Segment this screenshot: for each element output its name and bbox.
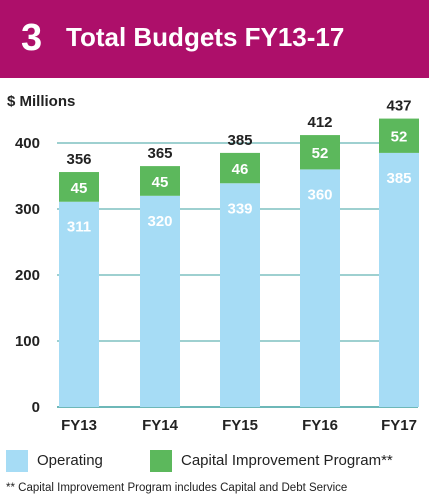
legend-swatch-operating xyxy=(6,450,28,472)
legend-operating: Operating xyxy=(6,450,103,472)
data-label-capital: 52 xyxy=(391,129,408,146)
data-label-capital: 45 xyxy=(71,180,88,197)
legend-capital: Capital Improvement Program** xyxy=(150,450,393,472)
stacked-bar-chart: 0 100 200 300 400 311 45 356 FY13 320 45 365 FY14 339… xyxy=(15,98,419,434)
bar-operating xyxy=(59,201,99,407)
bar-capital xyxy=(140,166,180,196)
data-label-operating: 320 xyxy=(147,213,172,230)
legend-swatch-capital xyxy=(150,450,172,472)
bar-capital xyxy=(300,135,340,170)
y-tick-label: 300 xyxy=(15,201,40,218)
y-tick-label: 100 xyxy=(15,333,40,350)
y-axis-label: $ Millions xyxy=(7,93,76,110)
x-tick-label: FY16 xyxy=(302,417,338,434)
x-tick-label: FY13 xyxy=(61,417,97,434)
bar-operating xyxy=(379,152,419,407)
data-label-capital: 52 xyxy=(312,145,329,162)
chart-number: 3 xyxy=(21,17,43,59)
data-label-total: 412 xyxy=(307,114,332,131)
data-label-operating: 339 xyxy=(227,200,252,217)
bar-operating xyxy=(140,195,180,407)
legend-label-operating: Operating xyxy=(37,451,103,469)
y-tick-label: 400 xyxy=(15,135,40,152)
bar-operating xyxy=(300,169,340,407)
data-label-total: 385 xyxy=(227,132,252,149)
bar-operating xyxy=(220,183,260,407)
data-label-total: 356 xyxy=(66,151,91,168)
footnote: ** Capital Improvement Program includes … xyxy=(6,482,348,494)
data-label-total: 365 xyxy=(147,145,172,162)
data-label-total: 437 xyxy=(386,98,411,115)
chart-title: Total Budgets FY13-17 xyxy=(66,22,345,52)
bar-capital xyxy=(220,152,260,184)
data-label-capital: 45 xyxy=(152,174,169,191)
data-label-operating: 385 xyxy=(386,170,411,187)
x-tick-label: FY15 xyxy=(222,417,258,434)
data-label-operating: 311 xyxy=(67,219,91,236)
data-label-operating: 360 xyxy=(307,186,332,203)
header-banner: 3 Total Budgets FY13-17 xyxy=(0,0,429,78)
bar-capital xyxy=(379,118,419,153)
x-tick-label: FY17 xyxy=(381,417,417,434)
y-tick-label: 200 xyxy=(15,267,40,284)
data-label-capital: 46 xyxy=(232,161,249,178)
y-tick-label: 0 xyxy=(32,399,40,416)
bar-capital xyxy=(59,172,99,202)
x-tick-label: FY14 xyxy=(142,417,179,434)
legend-label-capital: Capital Improvement Program** xyxy=(181,451,393,469)
